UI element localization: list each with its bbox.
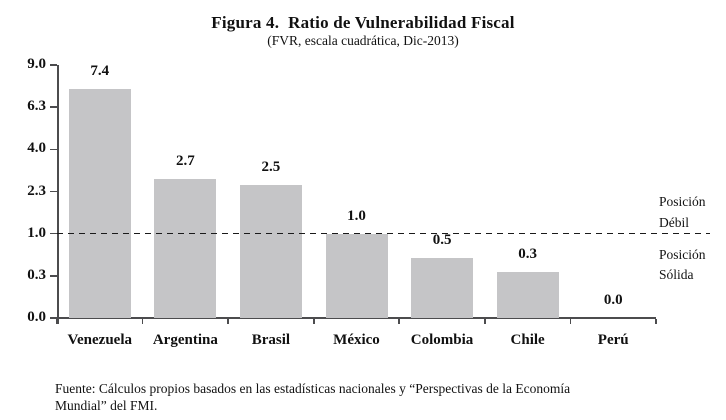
chart-subtitle: (FVR, escala cuadrática, Dic-2013) bbox=[267, 33, 459, 48]
y-axis-tick bbox=[50, 64, 57, 66]
x-axis-tick bbox=[655, 319, 657, 324]
y-axis-tick bbox=[50, 317, 57, 319]
reference-line bbox=[57, 232, 710, 235]
y-axis-tick-label: 0.3 bbox=[27, 266, 46, 283]
annotation-line: Posición bbox=[659, 194, 706, 209]
bar-chile bbox=[496, 271, 559, 318]
annotation-line: Débil bbox=[659, 215, 689, 230]
x-axis-tick bbox=[227, 319, 229, 324]
source-note-line1: Fuente: Cálculos propios basados en las … bbox=[55, 381, 571, 396]
source-note-line2: Mundial” del FMI. bbox=[55, 398, 158, 413]
y-axis-line bbox=[57, 65, 59, 324]
category-label: Brasil bbox=[251, 332, 291, 348]
bar-venezuela bbox=[68, 88, 131, 318]
y-axis-tick-label: 0.0 bbox=[27, 309, 46, 325]
bar-colombia bbox=[411, 258, 474, 318]
annotation-line: Posición bbox=[659, 247, 706, 262]
y-axis-tick-label: 4.0 bbox=[27, 140, 46, 157]
bar-value-label: 0.3 bbox=[518, 245, 537, 262]
source-note: Fuente: Cálculos propios basados en las … bbox=[55, 380, 570, 414]
bar-méxico bbox=[325, 233, 388, 318]
chart-title: Figura 4. Ratio de Vulnerabilidad Fiscal bbox=[211, 13, 515, 32]
bar-value-label: 1.0 bbox=[347, 207, 366, 224]
x-axis-line bbox=[57, 317, 656, 319]
category-label: Perú bbox=[597, 332, 629, 348]
annotation-weak-position: Posición Débil bbox=[659, 191, 706, 233]
y-axis-tick bbox=[50, 106, 57, 108]
bar-value-label: 7.4 bbox=[90, 62, 110, 79]
x-axis-tick bbox=[569, 319, 572, 324]
y-axis-tick bbox=[50, 190, 57, 193]
annotation-line: Sólida bbox=[659, 267, 694, 282]
annotation-solid-position: Posición Sólida bbox=[659, 245, 706, 285]
bar-value-label: 0.5 bbox=[432, 232, 452, 249]
bar-value-label: 2.5 bbox=[261, 158, 281, 175]
bar-brasil bbox=[239, 184, 302, 318]
bar-value-label: 2.7 bbox=[175, 153, 195, 170]
category-label: México bbox=[333, 332, 380, 348]
y-axis-tick bbox=[50, 232, 57, 235]
category-label: Colombia bbox=[410, 332, 474, 348]
x-axis-tick bbox=[56, 319, 58, 324]
category-label: Venezuela bbox=[67, 332, 132, 348]
x-axis-tick bbox=[141, 319, 144, 324]
y-axis-tick-label: 6.3 bbox=[27, 98, 46, 115]
bar-value-label: 0.0 bbox=[603, 292, 623, 308]
x-axis-tick bbox=[312, 319, 315, 324]
y-axis-tick-label: 2.3 bbox=[27, 182, 46, 199]
y-axis-tick bbox=[50, 275, 57, 277]
bar-argentina bbox=[154, 179, 217, 318]
category-label: Chile bbox=[510, 332, 545, 348]
y-axis-tick-label: 9.0 bbox=[27, 56, 46, 72]
category-label: Argentina bbox=[152, 332, 218, 348]
y-axis-tick-label: 1.0 bbox=[27, 224, 46, 241]
y-axis-tick bbox=[50, 148, 57, 151]
x-axis-tick bbox=[484, 319, 486, 324]
x-axis-tick bbox=[398, 319, 401, 324]
